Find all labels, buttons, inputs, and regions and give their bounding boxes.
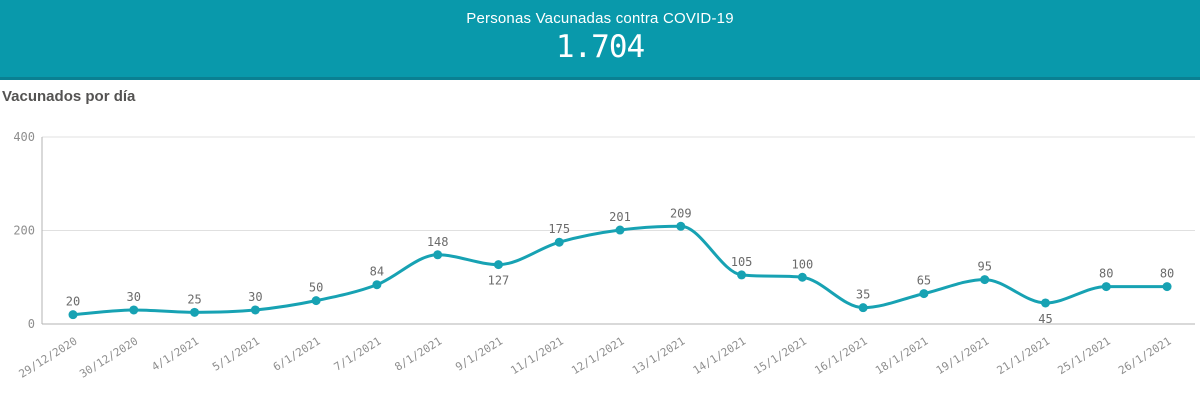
point-label: 45 xyxy=(1038,312,1052,326)
point-label: 175 xyxy=(548,222,570,236)
series xyxy=(68,221,1172,320)
point-labels: 20 30 25 30 50 84 148 127 175 201 209 105 100 35 65 95 4… xyxy=(66,206,1174,326)
data-point[interactable] xyxy=(493,260,503,270)
point-label: 80 xyxy=(1099,267,1113,281)
x-axis-label[interactable]: 9/1/2021 xyxy=(453,335,505,374)
point-label: 201 xyxy=(609,210,631,224)
x-axis-label[interactable]: 8/1/2021 xyxy=(392,335,444,374)
data-point[interactable] xyxy=(311,296,321,306)
point-label: 148 xyxy=(427,235,449,249)
y-axis-labels: 0 200 400 xyxy=(13,130,35,331)
data-point[interactable] xyxy=(129,305,139,315)
point-label: 30 xyxy=(127,290,141,304)
series-line xyxy=(71,224,1169,317)
x-axis-label[interactable]: 6/1/2021 xyxy=(271,335,323,374)
point-label: 100 xyxy=(792,257,814,271)
data-point[interactable] xyxy=(858,303,868,313)
kpi-value: 1.704 xyxy=(555,29,645,65)
x-axis-label[interactable]: 18/1/2021 xyxy=(873,335,930,378)
x-axis-label[interactable]: 16/1/2021 xyxy=(812,335,869,378)
data-point[interactable] xyxy=(737,270,747,280)
data-point[interactable] xyxy=(615,225,625,235)
point-label: 25 xyxy=(187,292,201,306)
point-label: 80 xyxy=(1160,267,1174,281)
data-point[interactable] xyxy=(68,310,78,320)
x-axis-label[interactable]: 29/12/2020 xyxy=(17,335,80,381)
x-axis-label[interactable]: 26/1/2021 xyxy=(1116,335,1173,378)
x-axis-label[interactable]: 13/1/2021 xyxy=(630,335,687,378)
data-point[interactable] xyxy=(980,275,990,285)
data-point[interactable] xyxy=(554,237,564,247)
x-axis-label[interactable]: 4/1/2021 xyxy=(149,335,201,374)
point-label: 105 xyxy=(731,255,753,269)
chart-card: Vacunados por día 0 200 400 29/12/2020 30/1… xyxy=(0,80,1200,401)
data-point[interactable] xyxy=(919,289,929,299)
data-point[interactable] xyxy=(190,307,200,317)
point-label: 30 xyxy=(248,290,262,304)
x-axis-label[interactable]: 25/1/2021 xyxy=(1055,335,1112,378)
point-label: 35 xyxy=(856,288,870,302)
kpi-title: Personas Vacunadas contra COVID-19 xyxy=(466,10,734,27)
kpi-banner: Personas Vacunadas contra COVID-19 1.704 xyxy=(0,0,1200,80)
x-axis-label[interactable]: 30/12/2020 xyxy=(77,335,140,381)
data-point[interactable] xyxy=(250,305,260,315)
x-axis-label[interactable]: 21/1/2021 xyxy=(995,335,1052,378)
data-point[interactable] xyxy=(676,221,686,231)
point-label: 127 xyxy=(488,274,510,288)
y-axis-label: 200 xyxy=(13,224,35,238)
data-point[interactable] xyxy=(797,272,807,282)
point-label: 20 xyxy=(66,295,80,309)
x-axis-label[interactable]: 11/1/2021 xyxy=(508,335,565,378)
point-label: 95 xyxy=(977,260,991,274)
data-point[interactable] xyxy=(433,250,443,260)
point-label: 65 xyxy=(917,274,931,288)
x-axis-label[interactable]: 15/1/2021 xyxy=(752,335,809,378)
data-point[interactable] xyxy=(1162,282,1172,292)
y-axis-label: 0 xyxy=(28,317,35,331)
x-axis-label[interactable]: 14/1/2021 xyxy=(691,335,748,378)
point-label: 50 xyxy=(309,281,323,295)
x-axis-label[interactable]: 5/1/2021 xyxy=(210,335,262,374)
point-label: 209 xyxy=(670,206,692,220)
point-label: 84 xyxy=(370,265,384,279)
data-point[interactable] xyxy=(1040,298,1050,308)
data-point[interactable] xyxy=(1101,282,1111,292)
x-axis-label[interactable]: 12/1/2021 xyxy=(569,335,626,378)
x-axis-label[interactable]: 7/1/2021 xyxy=(332,335,384,374)
y-axis-label: 400 xyxy=(13,130,35,144)
x-axis-label[interactable]: 19/1/2021 xyxy=(934,335,991,378)
axes xyxy=(41,137,1195,325)
chart-title: Vacunados por día xyxy=(2,88,136,105)
data-point[interactable] xyxy=(372,280,382,290)
